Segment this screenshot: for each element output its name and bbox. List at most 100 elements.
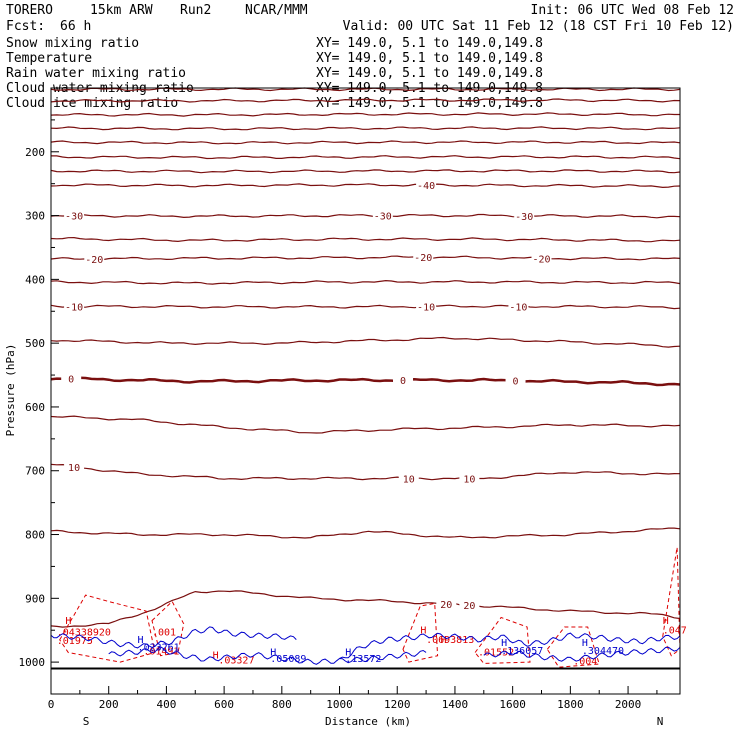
rain-value-label: .03327 (218, 655, 254, 666)
isotherm-label: 10 (463, 474, 475, 485)
cloud-water-value-label: .023261 (138, 643, 180, 654)
cloud-water-contour (108, 646, 427, 665)
rain-contour (59, 594, 156, 663)
isotherm-line (50, 213, 681, 219)
isotherm-label-bg (393, 374, 414, 387)
rain-value-label: .01975 (57, 636, 93, 647)
isotherm-line (50, 279, 681, 285)
isotherm-line (50, 236, 681, 243)
isotherm-line (50, 87, 681, 92)
x-tick-label: 200 (99, 698, 119, 711)
isotherm-line (50, 169, 681, 174)
isotherm-label: 0 (400, 376, 406, 387)
isotherm-line (50, 590, 681, 628)
init-time: Init: 06 UTC Wed 08 Feb 12 (531, 3, 735, 18)
rain-value-label: .01491 (143, 646, 179, 657)
legend-name-temperature: Temperature (6, 51, 92, 66)
y-tick-label: 500 (25, 337, 45, 350)
isotherm-label: -30 (374, 212, 392, 223)
isotherm-label-bg (531, 252, 552, 265)
cloud-water-value-label: .304470 (582, 646, 624, 657)
isotherm-label-bg (416, 300, 437, 313)
isotherm-label: -10 (417, 302, 435, 313)
legend-name-rain: Rain water mixing ratio (6, 66, 186, 81)
cloud-water-high-marker: H (345, 648, 351, 659)
cloud-water-value-label: .136057 (501, 646, 543, 657)
isotherm-label: 0 (68, 375, 74, 386)
rain-contour (662, 547, 681, 657)
isotherm-label-bg (64, 300, 85, 313)
rain-value-label: .001 (152, 627, 176, 638)
isotherm-line (50, 527, 681, 539)
isotherm-line (50, 126, 681, 131)
isotherm-label: 20 (440, 600, 452, 611)
rain-contour (151, 600, 185, 657)
y-tick-label: 1000 (19, 656, 46, 669)
x-tick-label: 800 (272, 698, 292, 711)
isotherm-label: 10 (403, 474, 415, 485)
x-tick-label: 400 (156, 698, 176, 711)
x-axis-south-label: S (83, 715, 90, 728)
y-tick-label: 700 (25, 465, 45, 478)
valid-time: Valid: 00 UTC Sat 11 Feb 12 (18 CST Fri … (343, 19, 734, 34)
fcst-label: Fcst: (6, 19, 45, 34)
x-tick-label: 1200 (384, 698, 411, 711)
cloud-water-high-marker: H (138, 635, 144, 646)
isotherm-label: 0 (513, 377, 519, 388)
x-tick-label: 600 (214, 698, 234, 711)
isotherm-label: -10 (509, 302, 527, 313)
fcst-value: 66 h (60, 19, 91, 34)
isotherm-label-bg (413, 251, 434, 264)
isotherm-line (50, 255, 681, 261)
isotherm-line (50, 140, 681, 145)
y-axis-title: Pressure (hPa) (4, 344, 17, 437)
temperature-isotherms: -40 -30 -30 -30 -20 -20 -20 -10 -10 -10 0 0 0 10 10 10 2… (50, 87, 681, 628)
isotherm-label-bg (436, 598, 457, 611)
isotherm-line (50, 463, 681, 481)
rain-contour (474, 616, 531, 664)
x-tick-label: 1800 (557, 698, 584, 711)
model-resolution: 15km ARW (90, 3, 153, 18)
y-tick-label: 200 (25, 146, 45, 159)
isotherm-label-bg (64, 460, 85, 473)
isotherm-line (50, 336, 681, 348)
rain-value-label: .004 (573, 657, 597, 668)
y-tick-label: 400 (25, 273, 45, 286)
legend-name-snow: Snow mixing ratio (6, 36, 139, 51)
run-label: Run2 (180, 3, 211, 18)
legend-name-cloudice: Cloud ice mixing ratio (6, 96, 178, 111)
isotherm-label: 20 (463, 601, 475, 612)
isotherm-label-bg (61, 372, 82, 385)
isotherm-label-bg (398, 472, 419, 485)
x-axis-north-label: N (657, 715, 664, 728)
x-tick-label: 2000 (615, 698, 642, 711)
cloud-water-high-marker: H (270, 648, 276, 659)
y-tick-label: 800 (25, 529, 45, 542)
legend-xy-temperature: XY= 149.0, 5.1 to 149.0,149.8 (316, 51, 543, 66)
x-tick-label: 1600 (499, 698, 526, 711)
rain-high-marker: H (441, 635, 447, 646)
isotherm-label: -30 (515, 212, 533, 223)
isotherm-line (50, 112, 680, 117)
isotherm-label-bg (459, 599, 480, 612)
isotherm-label: 10 (68, 463, 80, 474)
cloud-water-contour (483, 646, 681, 662)
isotherm-label: -20 (414, 253, 432, 264)
isotherm-line (50, 98, 681, 103)
legend-xy-cloudice: XY= 149.0, 5.1 to 149.0,149.8 (316, 96, 543, 111)
rain-contour (546, 626, 600, 668)
isotherm-label-bg (505, 374, 526, 387)
cloud-water-contour (339, 632, 681, 659)
legend-xy-snow: XY= 149.0, 5.1 to 149.0,149.8 (316, 36, 543, 51)
cloud-water-high-marker: H (582, 638, 588, 649)
isotherm-line (50, 183, 681, 189)
rain-high-marker: H (213, 650, 219, 661)
plot-frame (50, 87, 681, 695)
x-axis: 0 200 400 600 800 1000 1200 1400 1600 1800 2000 (48, 686, 658, 711)
cloud-water-contour (50, 626, 297, 649)
x-tick-label: 1400 (442, 698, 469, 711)
model-name: TORERO (6, 3, 53, 18)
isotherm-label-bg (372, 209, 393, 222)
